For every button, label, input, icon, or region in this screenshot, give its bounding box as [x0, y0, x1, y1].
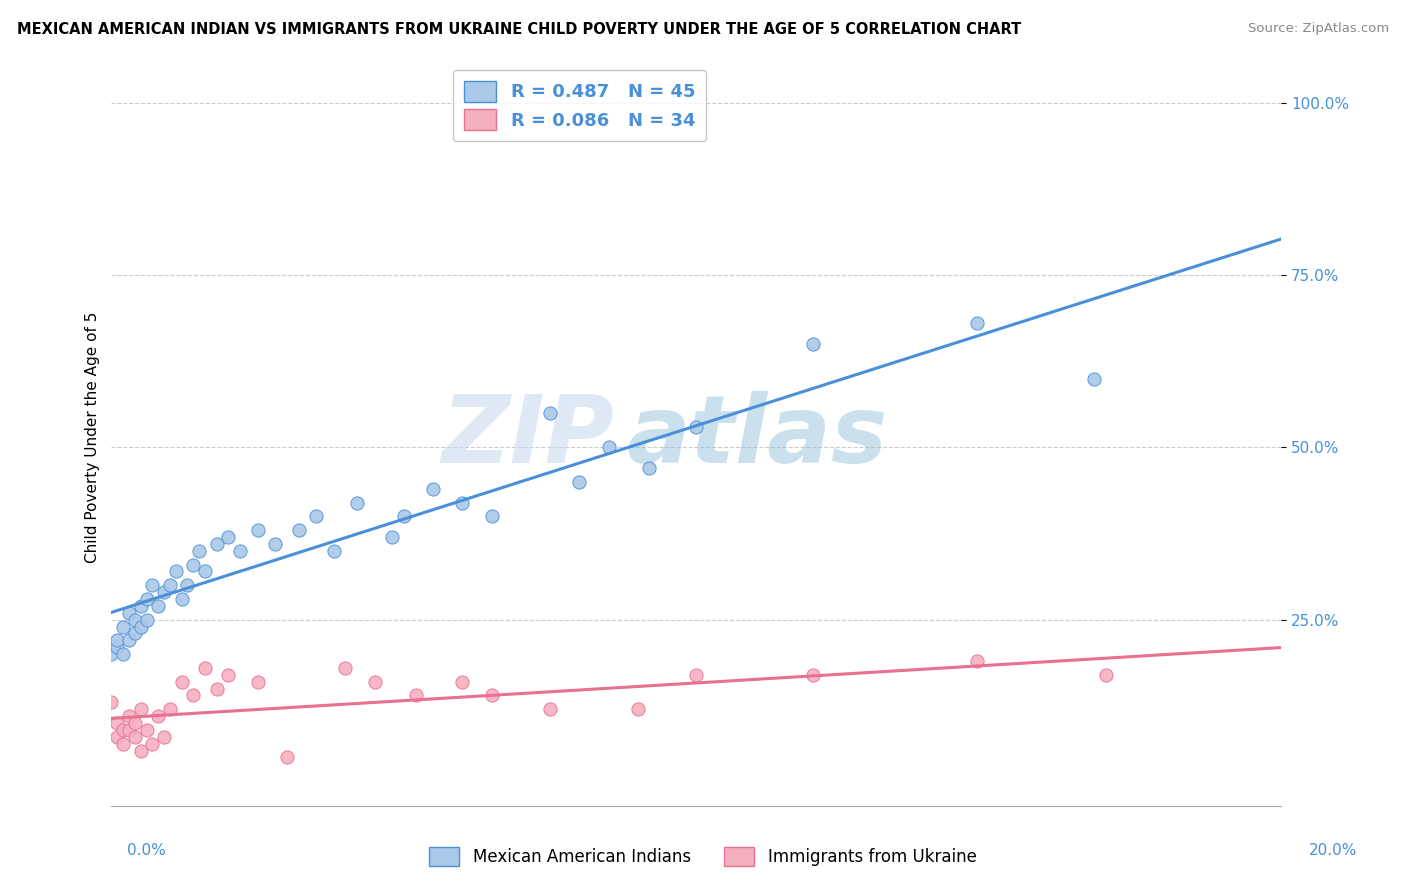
Point [124, 626, 146, 640]
Legend: Mexican American Indians, Immigrants from Ukraine: Mexican American Indians, Immigrants fro… [422, 838, 984, 875]
Point [105, 640, 128, 655]
Point [181, 558, 204, 572]
Point [481, 509, 503, 524]
Point [129, 743, 152, 757]
Point [194, 565, 217, 579]
Point [422, 482, 444, 496]
Point [627, 702, 650, 716]
Point [148, 599, 170, 613]
Text: 20.0%: 20.0% [1309, 843, 1357, 858]
Point [217, 530, 239, 544]
Text: atlas: atlas [626, 391, 887, 483]
Point [638, 461, 661, 475]
Point [685, 419, 707, 434]
Y-axis label: Child Poverty Under the Age of 5: Child Poverty Under the Age of 5 [86, 311, 100, 563]
Point [598, 441, 620, 455]
Point [392, 509, 415, 524]
Text: ZIP: ZIP [441, 391, 614, 483]
Point [322, 543, 344, 558]
Point [165, 565, 187, 579]
Point [217, 667, 239, 681]
Point [568, 475, 591, 489]
Text: MEXICAN AMERICAN INDIAN VS IMMIGRANTS FROM UKRAINE CHILD POVERTY UNDER THE AGE O: MEXICAN AMERICAN INDIAN VS IMMIGRANTS FR… [17, 22, 1021, 37]
Point [135, 613, 157, 627]
Point [135, 591, 157, 606]
Point [112, 723, 135, 737]
Point [538, 406, 561, 420]
Point [129, 599, 152, 613]
Point [153, 730, 176, 744]
Point [481, 689, 503, 703]
Point [538, 702, 561, 716]
Text: 0.0%: 0.0% [127, 843, 166, 858]
Point [801, 667, 824, 681]
Point [124, 730, 146, 744]
Point [124, 613, 146, 627]
Point [159, 702, 181, 716]
Point [112, 647, 135, 661]
Point [229, 543, 252, 558]
Point [118, 723, 141, 737]
Point [129, 702, 152, 716]
Point [363, 674, 385, 689]
Text: Source: ZipAtlas.com: Source: ZipAtlas.com [1249, 22, 1389, 36]
Point [1083, 371, 1105, 385]
Point [405, 689, 427, 703]
Point [112, 737, 135, 751]
Point [100, 695, 122, 709]
Point [188, 543, 211, 558]
Point [176, 578, 198, 592]
Point [153, 585, 176, 599]
Point [112, 619, 135, 633]
Point [287, 523, 309, 537]
Point [685, 667, 707, 681]
Point [335, 661, 357, 675]
Point [246, 523, 269, 537]
Point [170, 591, 193, 606]
Point [105, 716, 128, 731]
Point [170, 674, 193, 689]
Point [205, 537, 228, 551]
Point [118, 633, 141, 648]
Point [264, 537, 287, 551]
Point [129, 619, 152, 633]
Point [246, 674, 269, 689]
Point [966, 317, 988, 331]
Point [159, 578, 181, 592]
Point [194, 661, 217, 675]
Point [801, 337, 824, 351]
Point [148, 709, 170, 723]
Point [181, 689, 204, 703]
Point [105, 633, 128, 648]
Legend: R = 0.487   N = 45, R = 0.086   N = 34: R = 0.487 N = 45, R = 0.086 N = 34 [453, 70, 706, 141]
Point [105, 730, 128, 744]
Point [381, 530, 404, 544]
Point [141, 578, 163, 592]
Point [118, 606, 141, 620]
Point [451, 495, 474, 509]
Point [135, 723, 157, 737]
Point [305, 509, 328, 524]
Point [1094, 667, 1116, 681]
Point [141, 737, 163, 751]
Point [346, 495, 368, 509]
Point [100, 647, 122, 661]
Point [451, 674, 474, 689]
Point [124, 716, 146, 731]
Point [205, 681, 228, 696]
Point [118, 709, 141, 723]
Point [966, 654, 988, 668]
Point [276, 750, 298, 764]
